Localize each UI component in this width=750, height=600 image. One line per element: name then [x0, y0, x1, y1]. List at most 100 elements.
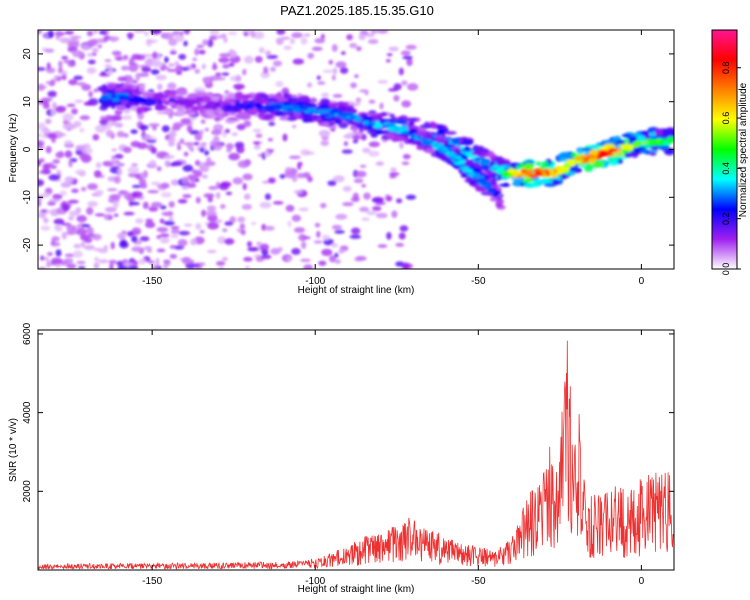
spectrogram-cell: [94, 213, 106, 217]
spectrogram-cell: [168, 140, 175, 147]
spectrogram-cell: [360, 133, 367, 141]
spectrogram-cell: [152, 125, 157, 131]
spectrogram-cell: [61, 70, 68, 76]
spectrogram-ridge-cell-core: [482, 160, 490, 164]
spectrogram-branch-cell: [475, 187, 487, 192]
spectrogram-cell: [86, 30, 94, 37]
spectrogram-cell: [350, 227, 361, 235]
spectrogram-cell: [42, 217, 49, 224]
spectrogram-cell: [171, 161, 183, 167]
spectrogram-cell: [321, 234, 331, 241]
spectrogram-cell: [179, 138, 185, 145]
spectrogram-cell: [45, 145, 52, 154]
spectrogram-branch-cell: [416, 145, 427, 151]
spectrogram-cell: [222, 64, 230, 69]
spectrogram-cell: [240, 229, 246, 236]
spectrogram-cell: [169, 51, 177, 55]
spectrogram-cell: [64, 176, 75, 184]
spectrogram-cell: [243, 120, 252, 128]
spectrogram-cell: [402, 262, 410, 269]
spectrogram-cell: [94, 257, 100, 262]
spectrogram-cell: [149, 159, 157, 167]
spectrogram-ridge-cell-core: [292, 105, 300, 110]
spectrogram-cell: [206, 156, 212, 165]
spectrogram-cell: [218, 266, 225, 269]
spectrogram-cell: [194, 68, 201, 74]
spectrogram-branch-cell-core: [413, 136, 419, 141]
spectrogram-ridge-cell: [524, 178, 533, 183]
spectrogram-cell: [175, 71, 183, 75]
spectrogram-cell: [332, 94, 343, 98]
spectrogram-ridge-cell: [498, 183, 511, 187]
spectrogram-cell: [95, 162, 102, 169]
spectrogram-cell: [363, 192, 371, 200]
spectrogram-ridge: [97, 82, 674, 210]
spectrogram-cell: [267, 138, 273, 142]
spectrogram-ridge-cell: [450, 137, 460, 145]
spectrogram-cell: [303, 33, 311, 37]
spectrogram-cell: [40, 209, 48, 213]
spectrogram-cell: [159, 233, 170, 238]
spectrogram-cell: [352, 139, 359, 144]
spectrogram-cell: [64, 150, 73, 158]
spectrogram-cell: [59, 190, 67, 196]
spectrogram-cell: [187, 141, 193, 150]
spectrogram-ridge-cell: [512, 176, 525, 182]
spectrogram-cell: [108, 68, 114, 76]
spectrogram-cell: [38, 213, 46, 218]
spectrogram-cell: [73, 75, 83, 81]
spectrogram-cell: [131, 163, 138, 167]
spectrogram-ridge-cell-core: [303, 106, 309, 109]
spectrogram-cell: [42, 102, 50, 109]
spectrogram-cell: [293, 190, 303, 194]
spectrogram-cell: [162, 265, 169, 269]
spectrogram-cell: [321, 248, 333, 257]
spectrogram-cell: [401, 100, 412, 108]
spectrogram-cell: [106, 188, 118, 192]
snr-y-tick-label: 6000: [22, 322, 33, 345]
spectrogram-cell: [269, 66, 276, 72]
spectrogram-cell: [38, 159, 42, 167]
spectrogram-cell: [91, 47, 99, 53]
spectrogram-branch-cell-core: [466, 173, 475, 177]
spectrogram-cell: [56, 132, 67, 137]
spectrogram-cell: [150, 201, 163, 208]
spectrogram-branch-cell-core: [477, 178, 487, 183]
spectrogram-ridge-cell: [424, 121, 431, 127]
spectrogram-cell: [361, 184, 367, 188]
spectrogram-cell: [131, 227, 142, 236]
spectrogram-cell: [48, 198, 61, 203]
spectrogram-cell: [228, 152, 241, 161]
spectrogram-cell: [396, 198, 403, 204]
spectrogram-cell: [119, 241, 129, 249]
spectrogram-ridge-cell: [532, 179, 543, 185]
spectrogram-cell: [341, 149, 353, 154]
spectrogram-ridge-cell-core: [584, 157, 589, 161]
spectrogram-ridge-cell-core: [232, 105, 242, 109]
spectrogram-cell: [372, 205, 382, 212]
spectrogram-cell: [38, 30, 43, 35]
spectrogram-ridge-cell: [589, 149, 598, 156]
spectrogram-ridge-cell-core: [317, 110, 327, 114]
spectrogram-cell: [143, 31, 149, 36]
spectrogram-cell: [266, 54, 279, 59]
spectrogram-cell: [200, 119, 206, 124]
spectrogram-cell: [300, 241, 307, 249]
spectrogram-ridge-cell-core: [627, 146, 634, 150]
spectrogram-cell: [386, 53, 393, 57]
spectrogram-branch-cell-core: [481, 183, 490, 188]
spectrogram-cell: [359, 164, 367, 168]
spectrogram-cell: [55, 249, 62, 257]
spectrogram-cell: [60, 222, 72, 226]
spectrogram-ridge-cell: [287, 116, 298, 121]
spectrogram-ridge-cell-core: [254, 102, 262, 108]
spectrogram-cell: [239, 223, 246, 230]
spectrogram-ridge-cell-core: [373, 123, 384, 128]
spectrogram-cell: [76, 260, 86, 265]
spectrogram-cell: [341, 51, 346, 55]
spectrogram-ridge-cell: [496, 160, 507, 166]
spectrogram-ridge-cell-core: [533, 168, 541, 173]
spectrogram-ridge-cell-core: [597, 152, 605, 158]
spectrogram-cell: [206, 249, 217, 254]
spectrogram-cell: [162, 212, 174, 216]
